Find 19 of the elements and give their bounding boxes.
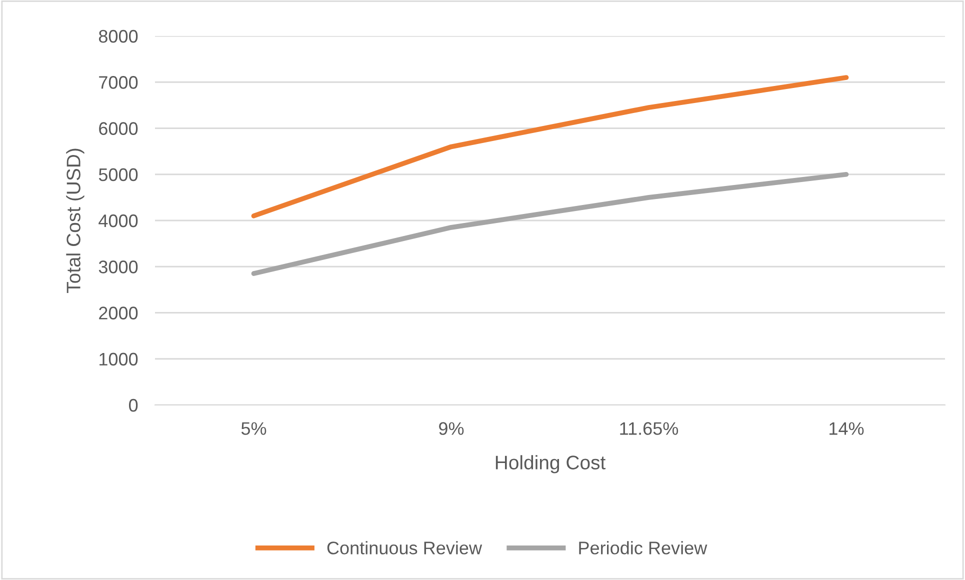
x-tick-label: 5% xyxy=(241,422,266,435)
legend-label: Periodic Review xyxy=(579,541,708,554)
y-tick-label: 2000 xyxy=(99,306,138,320)
y-tick-label: 8000 xyxy=(98,30,138,43)
legend-label: Continuous Review xyxy=(327,541,482,554)
y-tick-label: 5000 xyxy=(98,168,138,182)
y-tick-label: 6000 xyxy=(99,122,138,135)
y-tick-label: 7000 xyxy=(99,76,138,89)
x-axis-title: Holding Cost xyxy=(496,455,606,474)
y-tick-label: 0 xyxy=(129,398,138,412)
x-tick-label: 14% xyxy=(830,422,864,435)
x-tick-label: 9% xyxy=(439,422,464,435)
y-axis-title: Total Cost (USD) xyxy=(66,148,84,293)
y-tick-label: 4000 xyxy=(98,214,138,228)
line-series xyxy=(251,75,849,218)
x-tick-label: 11.65% xyxy=(620,422,678,435)
y-tick-label: 3000 xyxy=(98,260,138,274)
line-series xyxy=(251,172,849,276)
y-tick-label: 1000 xyxy=(100,352,138,366)
